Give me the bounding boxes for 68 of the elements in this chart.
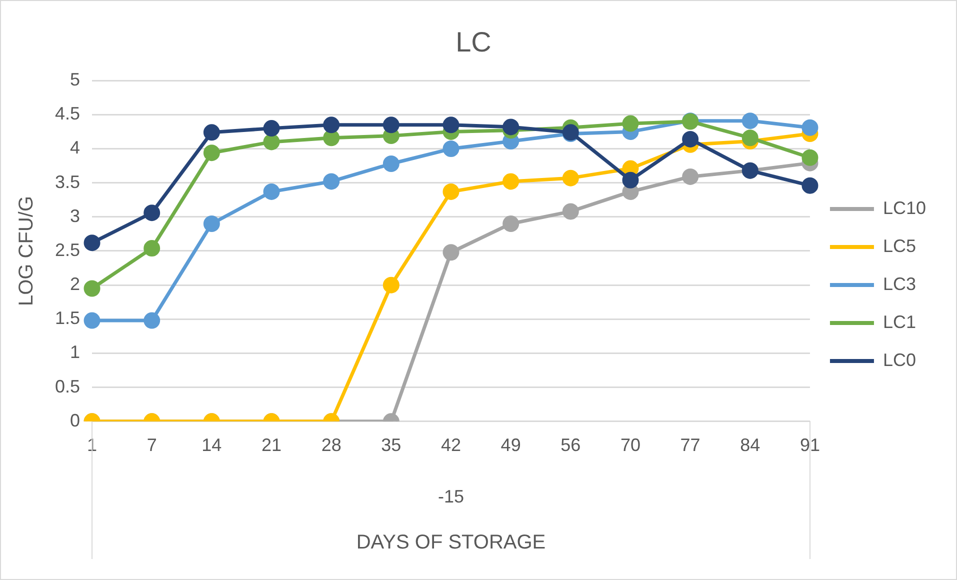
legend-label: LC1: [882, 312, 916, 332]
point: [203, 215, 220, 232]
point: [502, 215, 520, 232]
legend-label: LC0: [882, 350, 916, 370]
point: [144, 312, 160, 329]
y-tick-label: 2.5: [54, 240, 80, 260]
point: [203, 144, 220, 162]
x-tick-label: 91: [800, 435, 820, 456]
y-axis-title: LOG CFU/G: [16, 196, 38, 306]
point: [382, 156, 400, 172]
point: [442, 116, 460, 134]
point: [682, 130, 699, 148]
point: [442, 140, 460, 158]
x-tick-label: 28: [321, 435, 342, 456]
point: [382, 276, 400, 294]
chart-title: LC: [456, 26, 492, 58]
legend-label: LC3: [882, 274, 916, 294]
x-tick-label: 14: [202, 435, 222, 456]
point: [144, 240, 160, 257]
legend-label: LC5: [882, 236, 916, 256]
point: [323, 116, 340, 134]
x-tick-label: 84: [740, 435, 760, 456]
x-tick-label: 77: [680, 435, 700, 456]
x-tick-label: 70: [620, 435, 640, 456]
x-tick-label: 56: [560, 435, 581, 456]
point: [622, 115, 639, 132]
point: [323, 173, 340, 190]
legend-label: LC10: [882, 198, 926, 218]
y-tick-label: 4.5: [54, 104, 80, 124]
x-tick-label: 49: [500, 435, 521, 456]
point: [84, 234, 100, 252]
x-tick-label: 21: [261, 435, 282, 456]
point: [562, 203, 579, 220]
point: [502, 118, 520, 136]
point: [144, 204, 160, 222]
point: [323, 130, 340, 146]
y-tick-label: 0.5: [54, 376, 80, 396]
point: [263, 134, 280, 150]
point: [802, 177, 818, 194]
y-tick-label: 5: [70, 70, 80, 90]
point: [442, 183, 460, 200]
y-tick-label: 3: [70, 206, 80, 226]
point: [502, 173, 520, 190]
point: [382, 116, 400, 134]
x-tick-label: 7: [146, 435, 157, 456]
point: [562, 170, 579, 186]
point: [84, 312, 100, 329]
y-tick-label: 2: [70, 274, 80, 294]
point: [742, 112, 758, 130]
point: [802, 119, 818, 136]
point: [263, 183, 280, 200]
y-tick-label: 4: [70, 138, 80, 158]
point: [802, 149, 818, 166]
point: [622, 172, 639, 188]
point: [263, 120, 280, 137]
point: [442, 244, 460, 261]
x-tick-label: 35: [381, 435, 402, 456]
point: [682, 168, 699, 185]
x-axis-title: DAYS OF STORAGE: [356, 532, 546, 554]
y-tick-label: 3.5: [54, 172, 80, 192]
y-tick-label: 1: [70, 342, 80, 362]
y-tick-label: 0: [70, 410, 80, 430]
y-tick-label: 1.5: [54, 308, 80, 328]
x-tick-label: 42: [440, 435, 462, 456]
point: [742, 130, 758, 146]
point: [203, 124, 220, 141]
point: [84, 280, 100, 297]
text: -15: [438, 486, 464, 506]
